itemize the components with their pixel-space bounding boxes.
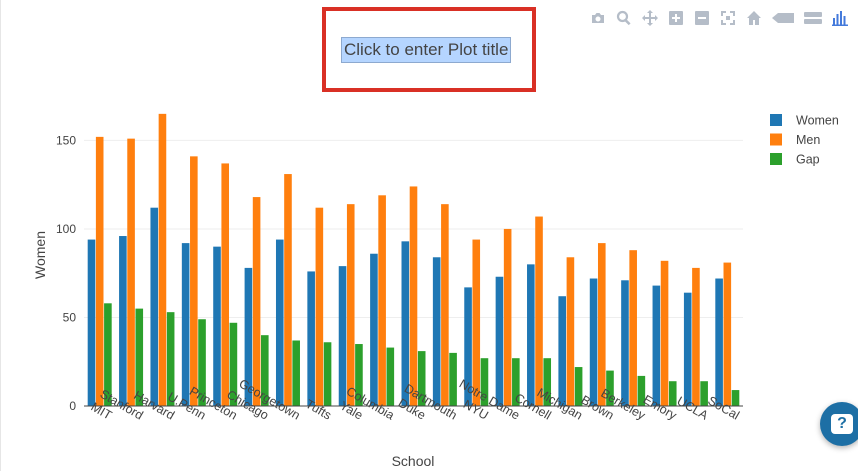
bar-gap-cornell[interactable] <box>543 358 552 406</box>
bar-gap-berkeley[interactable] <box>637 375 646 406</box>
bar-gap-stanford[interactable] <box>135 308 144 406</box>
bar-women-notre-dame[interactable] <box>495 276 504 406</box>
bar-women-michigan[interactable] <box>558 296 567 406</box>
bar-women-nyu[interactable] <box>464 287 472 406</box>
autoscale-icon[interactable] <box>718 8 738 28</box>
plot-title[interactable]: Click to enter Plot title <box>340 37 512 63</box>
bar-gap-ucla[interactable] <box>700 381 708 406</box>
bar-men-berkeley[interactable] <box>629 250 637 406</box>
bar-men-notre-dame[interactable] <box>503 228 512 406</box>
legend: Women Men Gap <box>770 114 839 167</box>
bar-men-chicago[interactable] <box>252 197 261 406</box>
legend-label-men[interactable]: Men <box>796 133 820 147</box>
bar-men-cornell[interactable] <box>535 216 543 406</box>
zoom-icon[interactable] <box>614 8 634 28</box>
y-tick-label: 150 <box>56 133 76 147</box>
bar-gap-michigan[interactable] <box>574 367 583 406</box>
bar-gap-yale[interactable] <box>355 344 363 406</box>
legend-label-gap[interactable]: Gap <box>796 153 820 167</box>
bars <box>87 113 740 407</box>
bar-gap-emory[interactable] <box>668 381 677 406</box>
bar-gap-chicago[interactable] <box>260 335 269 406</box>
home-icon[interactable] <box>744 8 764 28</box>
bar-gap-nyu[interactable] <box>480 358 489 406</box>
bar-gap-georgetown[interactable] <box>292 340 300 406</box>
bar-men-dartmouth[interactable] <box>441 204 449 406</box>
bar-men-brown[interactable] <box>597 243 606 406</box>
title-highlight-box <box>322 7 536 92</box>
legend-swatch-women[interactable] <box>770 114 782 126</box>
pan-icon[interactable] <box>640 8 660 28</box>
compare-hover-icon[interactable] <box>802 8 824 28</box>
x-axis-label: School <box>392 453 435 469</box>
bar-men-michigan[interactable] <box>566 257 575 406</box>
bar-women-columbia[interactable] <box>370 253 378 406</box>
legend-swatch-men[interactable] <box>770 133 782 146</box>
bar-gap-mit[interactable] <box>104 303 112 406</box>
bar-women-socal[interactable] <box>715 278 723 406</box>
y-tick-labels: 0 50 100 150 <box>56 133 76 413</box>
zoom-out-icon[interactable] <box>692 8 712 28</box>
bar-men-emory[interactable] <box>660 260 669 406</box>
bar-women-emory[interactable] <box>652 285 661 406</box>
bar-gap-socal[interactable] <box>731 390 740 406</box>
bar-women-princeton[interactable] <box>213 246 221 406</box>
bar-men-ucla[interactable] <box>692 267 700 406</box>
bar-gap-princeton[interactable] <box>229 322 238 406</box>
bar-women-u-penn[interactable] <box>181 243 190 406</box>
bar-gap-notre-dame[interactable] <box>512 358 520 406</box>
legend-swatch-gap[interactable] <box>770 153 782 165</box>
help-button[interactable]: ? <box>820 402 858 446</box>
bar-women-ucla[interactable] <box>683 292 692 406</box>
bar-men-socal[interactable] <box>723 262 732 406</box>
bar-gap-u-penn[interactable] <box>198 319 206 406</box>
bar-gap-dartmouth[interactable] <box>449 352 457 406</box>
bar-men-yale[interactable] <box>346 204 355 406</box>
bar-women-harvard[interactable] <box>150 207 159 406</box>
bar-women-georgetown[interactable] <box>275 239 284 406</box>
bar-men-tufts[interactable] <box>315 207 324 406</box>
bar-men-duke[interactable] <box>409 186 418 406</box>
bar-women-duke[interactable] <box>401 241 410 406</box>
bar-women-chicago[interactable] <box>244 267 253 406</box>
help-icon: ? <box>831 414 853 434</box>
bar-women-berkeley[interactable] <box>621 280 629 406</box>
modebar <box>588 8 850 28</box>
bar-men-columbia[interactable] <box>378 195 386 406</box>
bar-men-mit[interactable] <box>95 136 104 406</box>
legend-label-women[interactable]: Women <box>796 114 839 128</box>
bar-gap-brown[interactable] <box>606 370 614 406</box>
y-tick-label: 50 <box>63 310 77 324</box>
zoom-in-icon[interactable] <box>666 8 686 28</box>
bar-gap-tufts[interactable] <box>323 342 332 406</box>
bar-gap-duke[interactable] <box>417 351 426 406</box>
bar-men-harvard[interactable] <box>158 113 167 407</box>
bar-women-mit[interactable] <box>87 239 96 406</box>
bar-women-cornell[interactable] <box>527 264 535 406</box>
camera-icon[interactable] <box>588 8 608 28</box>
spike-lines-icon[interactable] <box>770 8 796 28</box>
bar-men-princeton[interactable] <box>221 163 230 406</box>
bar-gap-columbia[interactable] <box>386 347 395 406</box>
bar-men-stanford[interactable] <box>127 138 135 406</box>
bar-women-tufts[interactable] <box>307 271 315 406</box>
bar-women-yale[interactable] <box>338 266 347 406</box>
y-tick-label: 100 <box>56 222 76 236</box>
bar-women-stanford[interactable] <box>119 236 127 406</box>
y-axis-label: Women <box>32 231 48 279</box>
bar-women-dartmouth[interactable] <box>432 257 441 406</box>
bar-women-brown[interactable] <box>589 278 598 406</box>
y-tick-label: 0 <box>69 399 76 413</box>
bar-gap-harvard[interactable] <box>166 312 175 406</box>
plotly-logo-icon[interactable] <box>830 8 850 28</box>
bar-men-georgetown[interactable] <box>284 174 292 406</box>
bar-men-nyu[interactable] <box>472 239 481 406</box>
bar-men-u-penn[interactable] <box>190 156 198 406</box>
